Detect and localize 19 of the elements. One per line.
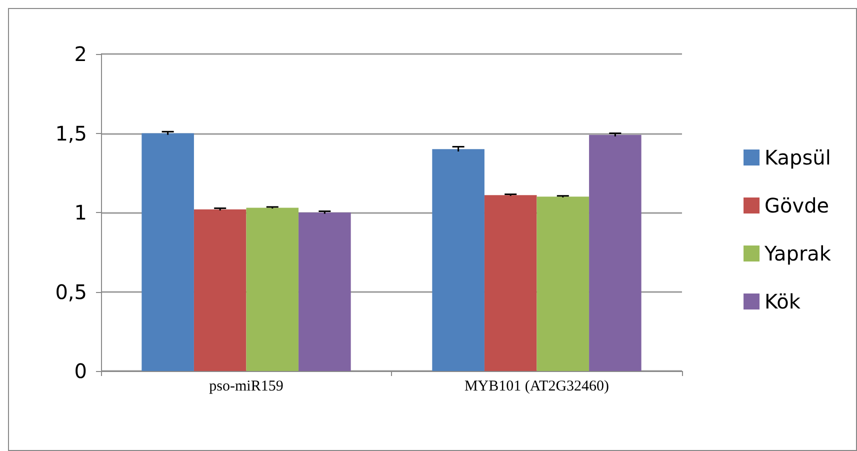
legend-label: Kapsül — [764, 146, 831, 170]
x-tick-label: pso-miR159 — [209, 378, 284, 394]
y-tick-label: 1 — [74, 200, 87, 224]
bar — [298, 212, 351, 371]
bar — [246, 208, 299, 371]
y-tick-label: 1,5 — [55, 121, 87, 146]
legend-label: Yaprak — [764, 242, 832, 266]
y-tick-label: 0 — [74, 359, 87, 383]
bar — [194, 209, 246, 371]
bar — [484, 195, 537, 371]
bar — [536, 196, 590, 371]
y-tick-label: 2 — [74, 42, 87, 66]
y-tick-label: 0,5 — [55, 280, 87, 304]
x-tick-label: MYB101 (AT2G32460) — [464, 378, 610, 394]
bar — [589, 134, 642, 371]
bar — [142, 133, 194, 371]
bar — [432, 149, 484, 371]
legend-label: Kök — [764, 290, 801, 314]
legend-label: Gövde — [764, 194, 830, 218]
